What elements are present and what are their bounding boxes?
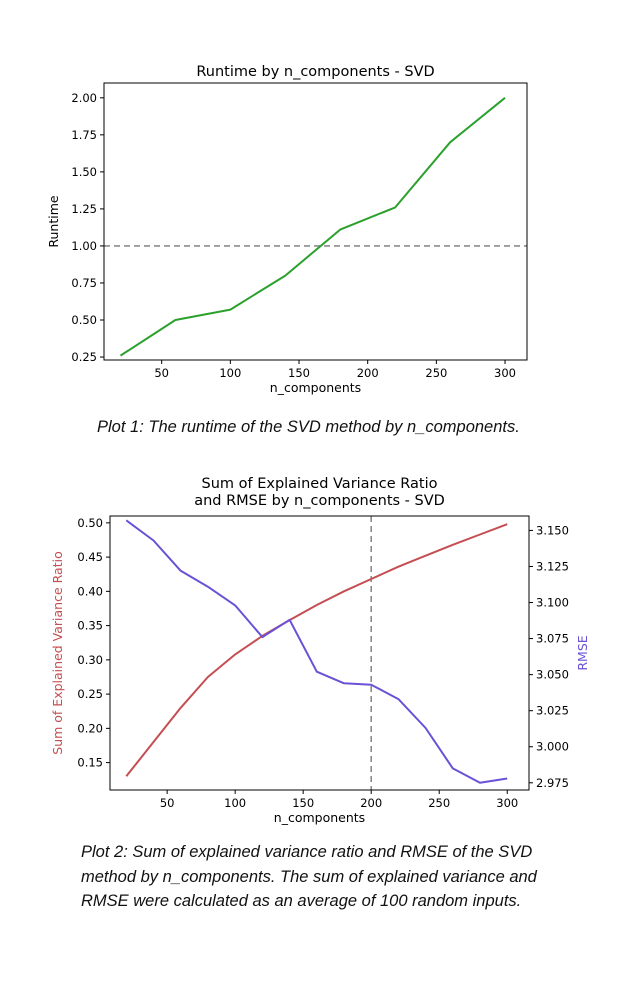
x-axis-label: n_components [270, 380, 361, 395]
x-tick-label: 50 [154, 366, 169, 380]
rmse-series-line [125, 519, 508, 784]
y-axis-label: Runtime [46, 195, 61, 248]
y-right-axis-label: RMSE [575, 635, 590, 670]
y-tick-label: 0.50 [77, 516, 103, 530]
x-tick-label: 100 [224, 796, 246, 810]
y-right-tick-label: 3.150 [536, 523, 569, 537]
plot1-caption: Plot 1: The runtime of the SVD method by… [97, 418, 520, 436]
y-tick-label: 0.25 [71, 350, 97, 364]
chart-1: Runtime by n_components - SVD 50 100 150 200… [46, 64, 528, 395]
y-tick-label: 0.50 [71, 313, 97, 327]
y-right-tick-label: 3.000 [536, 740, 569, 754]
y-tick-label: 0.15 [77, 756, 103, 770]
x-tick-label: 150 [292, 796, 314, 810]
y-tick-label: 1.00 [71, 239, 97, 253]
plot-frame [109, 515, 530, 791]
x-axis-label: n_components [274, 810, 365, 825]
x-tick-label: 300 [494, 366, 516, 380]
y-tick-label: 0.20 [77, 721, 103, 735]
plot2-caption: Plot 2: Sum of explained variance ratio … [81, 843, 537, 910]
x-tick-label: 200 [357, 366, 379, 380]
x-tick-label: 300 [496, 796, 518, 810]
runtime-series-line [119, 97, 506, 357]
x-tick-label: 200 [360, 796, 382, 810]
y-tick-label: 1.50 [71, 165, 97, 179]
y-tick-label: 0.45 [77, 550, 103, 564]
y-tick-label: 2.00 [71, 91, 97, 105]
chart-title: Runtime by n_components - SVD [196, 64, 434, 80]
y-right-tick-label: 3.025 [536, 704, 569, 718]
y-tick-label: 0.35 [77, 619, 103, 633]
plot-frame [103, 82, 528, 361]
x-tick-label: 150 [288, 366, 310, 380]
y-right-tick-label: 2.975 [536, 776, 569, 790]
y-tick-label: 0.40 [77, 584, 103, 598]
x-tick-label: 250 [425, 366, 447, 380]
x-tick-label: 250 [428, 796, 450, 810]
variance-series-line [125, 523, 508, 777]
y-right-tick-label: 3.125 [536, 559, 569, 573]
y-tick-label: 0.30 [77, 653, 103, 667]
chart-title-line-2: and RMSE by n_components - SVD [194, 493, 445, 509]
y-axis-label: Sum of Explained Variance Ratio [50, 551, 65, 754]
x-tick-label: 50 [160, 796, 175, 810]
y-right-tick-label: 3.100 [536, 596, 569, 610]
y-tick-label: 0.25 [77, 687, 103, 701]
y-tick-label: 0.75 [71, 276, 97, 290]
chart-title-line-1: Sum of Explained Variance Ratio [201, 476, 437, 492]
y-tick-label: 1.75 [71, 128, 97, 142]
y-right-tick-label: 3.075 [536, 632, 569, 646]
y-right-tick-label: 3.050 [536, 668, 569, 682]
x-tick-label: 100 [219, 366, 241, 380]
y-tick-label: 1.25 [71, 202, 97, 216]
